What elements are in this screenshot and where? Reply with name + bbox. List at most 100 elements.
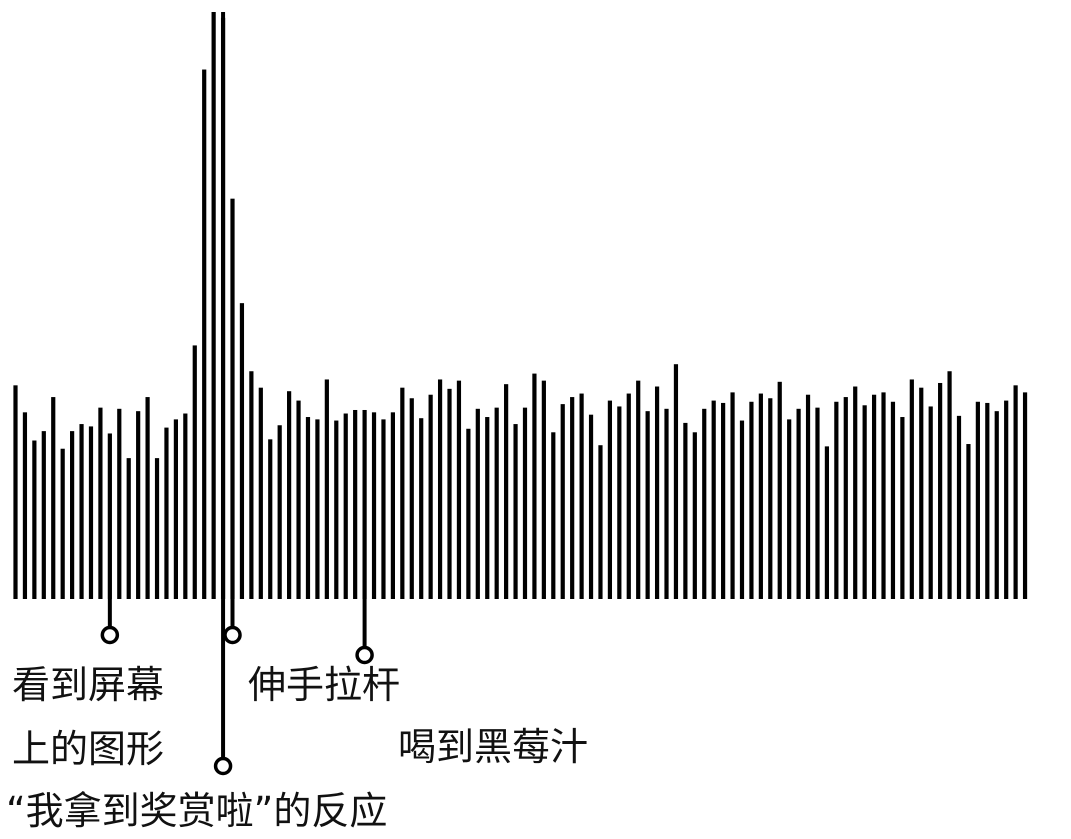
bar-26 (258, 387, 263, 599)
drink-juice-label: 喝到黑莓汁 (398, 725, 589, 769)
bar-45 (437, 379, 443, 599)
bar-27 (268, 439, 273, 599)
bar-7 (79, 424, 84, 599)
bar-87 (834, 401, 839, 599)
bar-72 (692, 432, 697, 599)
bar-82 (787, 419, 792, 599)
bar-35 (343, 413, 348, 599)
reward-reaction-label: “我拿到奖赏啦”的反应 (6, 789, 388, 833)
reward-reaction-marker (213, 12, 233, 776)
bar-25 (249, 371, 254, 599)
bar-34 (334, 420, 339, 599)
bar-29 (287, 391, 292, 599)
bar-103 (985, 402, 990, 599)
bar-16 (164, 427, 169, 599)
see-shapes-marker-circle (100, 625, 120, 645)
bar-46 (447, 388, 452, 599)
bar-66 (636, 380, 641, 599)
bar-78 (749, 401, 754, 599)
bar-21 (211, 12, 216, 599)
bar-56 (541, 380, 546, 599)
bar-32 (315, 419, 320, 599)
bar-2 (32, 440, 37, 599)
bar-5 (60, 448, 65, 599)
bar-0 (13, 385, 18, 599)
bar-100 (956, 415, 962, 599)
bar-13 (136, 411, 141, 599)
bar-33 (324, 379, 329, 599)
bar-10 (107, 433, 112, 599)
bar-105 (1004, 400, 1009, 599)
bar-94 (900, 417, 905, 599)
see-shapes-label-line-2: 上的图形 (12, 727, 165, 771)
bar-96 (919, 387, 924, 599)
bar-107 (1022, 392, 1028, 599)
bar-9 (98, 407, 103, 599)
bar-38 (371, 412, 377, 599)
bar-44 (428, 394, 433, 599)
bar-48 (466, 428, 471, 599)
event-markers (100, 12, 374, 776)
drink-juice-marker (355, 599, 374, 665)
bar-58 (560, 404, 565, 599)
bar-64 (617, 406, 622, 599)
bar-17 (173, 419, 178, 599)
bar-101 (966, 444, 971, 599)
bar-23 (230, 198, 235, 600)
bar-75 (721, 402, 726, 599)
bar-102 (975, 401, 980, 599)
pull-lever-marker (223, 599, 242, 645)
bar-19 (192, 345, 197, 599)
bar-95 (909, 379, 914, 599)
pull-lever-label: 伸手拉杆 (248, 663, 401, 707)
bar-53 (513, 424, 518, 599)
bar-68 (654, 386, 660, 599)
bar-62 (598, 445, 603, 599)
bar-4 (51, 397, 56, 599)
bar-36 (353, 409, 358, 599)
bar-83 (796, 408, 801, 599)
drink-juice-marker-circle (355, 645, 374, 665)
bar-80 (768, 398, 773, 599)
bar-90 (862, 405, 867, 599)
bar-39 (381, 419, 386, 599)
bar-52 (504, 384, 509, 599)
bar-59 (570, 397, 575, 599)
reward-reaction-marker-circle (213, 756, 233, 776)
bar-97 (928, 406, 933, 599)
bar-57 (551, 432, 556, 599)
bar-91 (871, 394, 877, 599)
bar-55 (532, 373, 537, 599)
bar-11 (117, 408, 122, 599)
bar-106 (1013, 385, 1018, 599)
bar-31 (305, 417, 311, 599)
see-shapes-label-line-1: 看到屏幕 (12, 663, 165, 707)
bar-47 (456, 380, 462, 599)
bar-28 (277, 425, 282, 599)
bar-79 (758, 393, 763, 599)
bar-30 (296, 400, 301, 599)
pull-lever-marker-circle (223, 625, 242, 645)
bar-73 (702, 408, 707, 599)
bar-40 (390, 412, 395, 599)
bar-12 (126, 458, 131, 599)
bar-77 (739, 420, 745, 599)
bar-63 (607, 400, 613, 599)
bar-37 (362, 409, 367, 599)
bar-20 (202, 69, 207, 599)
bar-54 (522, 407, 528, 599)
bar-65 (626, 393, 631, 599)
bar-67 (645, 411, 650, 599)
bar-81 (777, 381, 782, 599)
bar-8 (88, 426, 94, 599)
bar-15 (154, 458, 160, 599)
bar-85 (815, 407, 820, 599)
bar-69 (664, 408, 669, 599)
bar-104 (994, 411, 999, 599)
bar-18 (183, 413, 188, 599)
bar-71 (683, 422, 688, 599)
bar-1 (22, 412, 28, 599)
bar-50 (485, 417, 490, 599)
bar-42 (409, 398, 414, 599)
